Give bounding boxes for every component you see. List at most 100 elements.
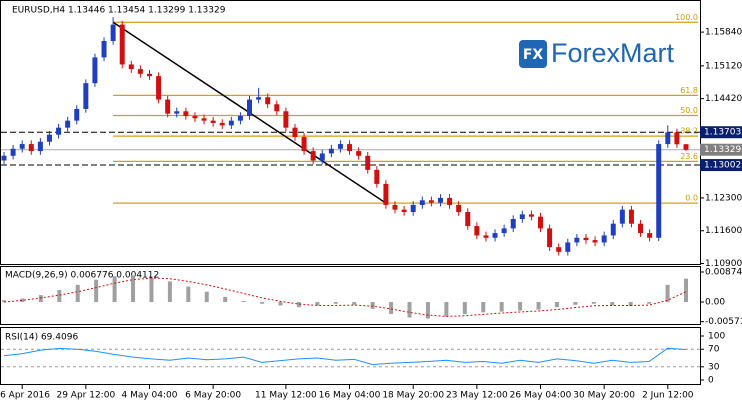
- macd-bar: [315, 302, 320, 306]
- candle-body: [19, 144, 25, 149]
- candle-body: [647, 233, 653, 238]
- x-tick-label: 11 May 12:00: [255, 391, 317, 401]
- candle-body: [601, 235, 607, 243]
- rsi-title: RSI(14) 69.4096: [5, 333, 78, 343]
- candle-body: [319, 153, 325, 161]
- candle-body: [274, 104, 280, 112]
- macd-bar: [610, 302, 615, 306]
- candle-body: [74, 108, 80, 121]
- candle-body: [447, 197, 453, 205]
- price-label: 1.13329: [704, 145, 741, 155]
- candle-body: [574, 237, 580, 243]
- x-tick-label: 26 May 04:00: [510, 391, 572, 401]
- candle-body: [265, 97, 271, 105]
- candle-body: [101, 41, 107, 58]
- y-tick-label: 1.10900: [705, 259, 742, 269]
- candle-body: [519, 214, 525, 220]
- candle-body: [128, 64, 134, 70]
- y-tick-label: 1.14420: [705, 94, 742, 104]
- candle-body: [337, 144, 343, 149]
- macd-panel: [0, 266, 701, 325]
- candle-body: [410, 204, 416, 212]
- candle-body: [92, 57, 98, 84]
- y-tick-label: 0: [708, 376, 714, 386]
- candle-body: [119, 24, 125, 65]
- candle-body: [547, 228, 553, 248]
- candle-body: [474, 226, 480, 236]
- candle-body: [65, 120, 71, 128]
- candle-body: [619, 209, 625, 224]
- macd-bar: [333, 302, 338, 304]
- candle-body: [392, 204, 398, 210]
- price-label: 1.13703: [704, 128, 741, 138]
- candle-body: [538, 216, 544, 229]
- macd-bar: [481, 302, 486, 313]
- candle-body: [483, 235, 489, 238]
- price-label-box: [700, 126, 742, 139]
- y-tick-label: 1.15120: [705, 61, 742, 71]
- candle-body: [565, 242, 571, 252]
- candle-body: [247, 99, 253, 116]
- candle-body: [656, 144, 662, 238]
- macd-bar: [628, 302, 633, 307]
- candle-body: [110, 24, 116, 42]
- x-tick-label: 6 May 20:00: [185, 391, 241, 401]
- candle-body: [665, 132, 671, 145]
- candle-body: [628, 209, 634, 224]
- y-tick-label: 100: [708, 332, 725, 342]
- x-tick-label: 29 Apr 12:00: [56, 391, 115, 401]
- macd-bar: [296, 302, 301, 308]
- macd-bar: [186, 286, 191, 303]
- chart-title: EURUSD,H4 1.13446 1.13454 1.13299 1.1332…: [12, 6, 226, 16]
- logo-icon: FX: [523, 47, 544, 63]
- candle-body: [256, 97, 262, 100]
- macd-bar: [352, 302, 357, 305]
- candle-body: [174, 111, 180, 114]
- macd-bar: [241, 300, 246, 303]
- macd-bar: [665, 284, 670, 303]
- logo-icon-box: [519, 40, 547, 68]
- macd-bar: [38, 295, 43, 303]
- candle-body: [10, 148, 16, 156]
- candle-body: [674, 132, 680, 145]
- macd-bar: [223, 296, 228, 303]
- macd-title: MACD(9,26,9) 0.006776 0.004112: [5, 271, 159, 281]
- logo: FX ForexMart: [519, 38, 675, 68]
- candle-body: [156, 76, 162, 100]
- fib-label: 23.6: [680, 152, 698, 161]
- candle-body: [556, 247, 562, 252]
- candle-body: [401, 209, 407, 212]
- candle-body: [419, 200, 425, 205]
- fib-label: 50.0: [680, 106, 698, 115]
- candle-body: [228, 120, 234, 126]
- y-tick-label: 70: [708, 345, 720, 355]
- macd-bar: [554, 302, 559, 308]
- macd-bar: [370, 302, 375, 309]
- x-tick-label: 26 Apr 2016: [0, 391, 50, 401]
- candle-body: [365, 155, 371, 170]
- candle-body: [437, 197, 443, 203]
- macd-bar: [75, 284, 80, 303]
- logo-text: ForexMart: [551, 38, 675, 68]
- candle-body: [328, 148, 334, 154]
- candle-body: [137, 69, 143, 74]
- macd-bar: [591, 302, 596, 304]
- candle-body: [683, 144, 689, 150]
- macd-bar: [57, 290, 62, 303]
- x-tick-label: 2 Jun 12:00: [642, 391, 694, 401]
- macd-bar: [149, 277, 154, 303]
- candle-body: [146, 73, 152, 77]
- candle-body: [456, 204, 462, 212]
- x-tick-label: 4 May 04:00: [121, 391, 177, 401]
- macd-bar: [2, 300, 6, 303]
- candle-body: [56, 127, 62, 135]
- candle-body: [610, 223, 616, 236]
- rsi-line: [3, 347, 687, 366]
- macd-bar: [278, 302, 283, 306]
- price-label: 1.13002: [704, 161, 741, 171]
- macd-bar: [94, 279, 99, 303]
- candle-body: [201, 118, 207, 121]
- candle-body: [237, 115, 243, 121]
- macd-bar: [536, 302, 541, 310]
- y-tick-label: 1.15840: [705, 28, 742, 38]
